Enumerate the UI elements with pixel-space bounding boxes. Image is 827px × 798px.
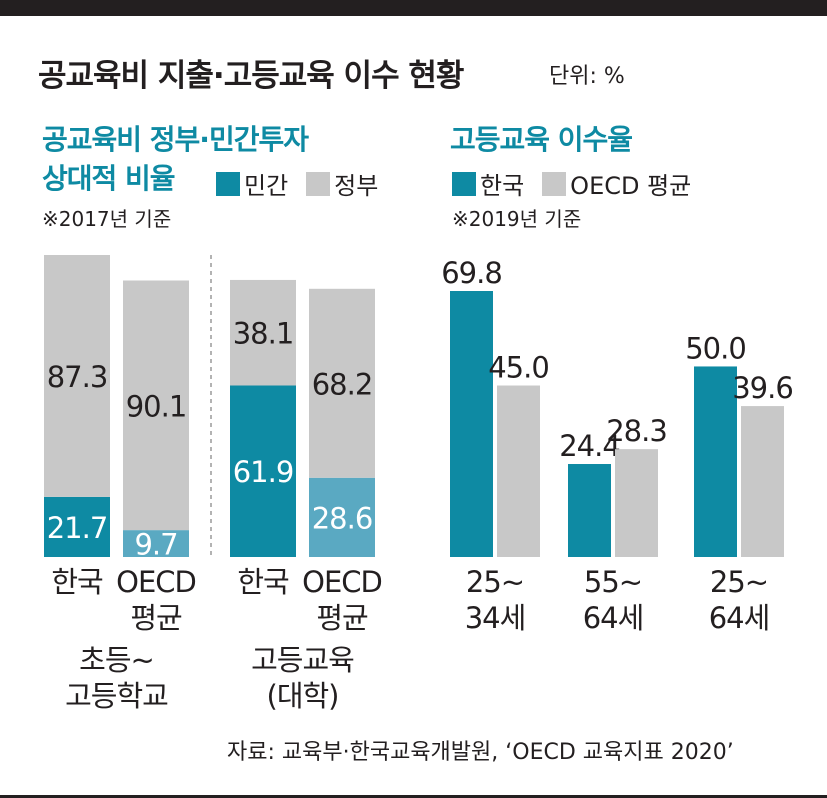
legend-swatch-korea	[452, 171, 476, 196]
age-category-label-1-line: 64세	[582, 601, 645, 635]
value-label-korea-0: 69.8	[441, 256, 502, 290]
bar-oecd-2	[741, 406, 784, 557]
bar-government-2	[230, 279, 296, 386]
label-government-0: 87.3	[47, 360, 108, 394]
bar-government-0	[44, 255, 110, 497]
bar-category-label-0: 한국	[27, 564, 127, 600]
bar-category-label-3-line: OECD	[302, 565, 383, 599]
unit-label: 단위: %	[549, 64, 625, 89]
legend-label-oecd: OECD 평균	[570, 172, 692, 200]
label-private-2: 61.9	[233, 455, 294, 489]
top-bar	[0, 0, 827, 16]
age-category-label-0-line: 34세	[464, 601, 527, 635]
bar-private-1	[123, 530, 189, 557]
bar-category-label-3: OECD 평균	[292, 564, 392, 636]
left-panel-note: ※2017년 기준	[42, 207, 172, 231]
age-category-label-2-line: 64세	[708, 601, 771, 635]
group-label-1-line: 고등교육	[251, 643, 355, 677]
label-government-2: 38.1	[233, 317, 294, 351]
chart-title: 공교육비 지출·고등교육 이수 현황	[38, 58, 464, 94]
bar-korea-1	[568, 464, 611, 557]
bar-category-label-1: OECD 평균	[106, 564, 206, 636]
value-label-korea-2: 50.0	[685, 331, 746, 365]
bar-oecd-0	[497, 385, 540, 557]
label-private-0: 21.7	[47, 511, 108, 545]
label-private-1: 9.7	[134, 528, 177, 562]
age-category-label-1: 55~ 64세	[558, 564, 668, 636]
right-panel-note: ※2019년 기준	[452, 207, 582, 231]
label-government-1: 90.1	[126, 389, 187, 423]
group-label-0-line: 초등~	[79, 643, 155, 677]
bar-korea-0	[450, 291, 493, 557]
bar-government-3	[309, 288, 375, 478]
bar-category-label-2: 한국	[213, 564, 313, 600]
group-label-1: 고등교육 (대학)	[213, 642, 393, 714]
age-category-label-2-line: 25~	[709, 565, 769, 599]
bar-private-0	[44, 496, 110, 557]
bar-category-label-0-line: 한국	[51, 565, 103, 599]
bar-category-label-1-line: 평균	[130, 601, 182, 635]
bar-category-label-2-line: 한국	[237, 565, 289, 599]
age-category-label-1-line: 55~	[583, 565, 643, 599]
age-category-label-0: 25~ 34세	[440, 564, 550, 636]
legend-label-government: 정부	[334, 172, 379, 200]
bottom-rule	[0, 795, 827, 798]
group-label-0-line: 고등학교	[65, 679, 169, 713]
right-panel-title: 고등교육 이수율	[450, 123, 633, 156]
value-label-oecd-0: 45.0	[488, 351, 549, 385]
bar-oecd-1	[615, 449, 658, 557]
group-label-0: 초등~ 고등학교	[27, 642, 207, 714]
legend-swatch-government	[306, 171, 331, 196]
bar-korea-2	[694, 366, 737, 557]
value-label-oecd-2: 39.6	[732, 371, 793, 405]
bar-category-label-1-line: OECD	[116, 565, 197, 599]
legend-swatch-oecd	[542, 171, 567, 196]
age-category-label-0-line: 25~	[465, 565, 525, 599]
left-legend: 민간 정부	[216, 166, 378, 201]
group-label-1-line: (대학)	[266, 679, 340, 713]
legend-label-korea: 한국	[480, 172, 525, 200]
bar-category-label-3-line: 평균	[316, 601, 368, 635]
value-label-oecd-1: 28.3	[606, 414, 667, 448]
left-panel-title-line1: 공교육비 정부·민간투자	[42, 123, 309, 156]
value-label-korea-1: 24.4	[559, 429, 620, 463]
left-panel-title-line2: 상대적 비율	[42, 162, 176, 195]
bar-government-1	[123, 280, 189, 531]
legend-label-private: 민간	[244, 172, 289, 200]
age-category-label-2: 25~ 64세	[684, 564, 794, 636]
legend-swatch-private	[216, 171, 240, 196]
right-legend: 한국 OECD 평균	[452, 166, 691, 201]
bar-private-2	[230, 385, 296, 557]
label-government-3: 68.2	[312, 367, 373, 401]
source-note: 자료: 교육부·한국교육개발원, ‘OECD 교육지표 2020’	[227, 740, 734, 765]
label-private-3: 28.6	[312, 501, 373, 535]
bar-private-3	[309, 477, 375, 557]
